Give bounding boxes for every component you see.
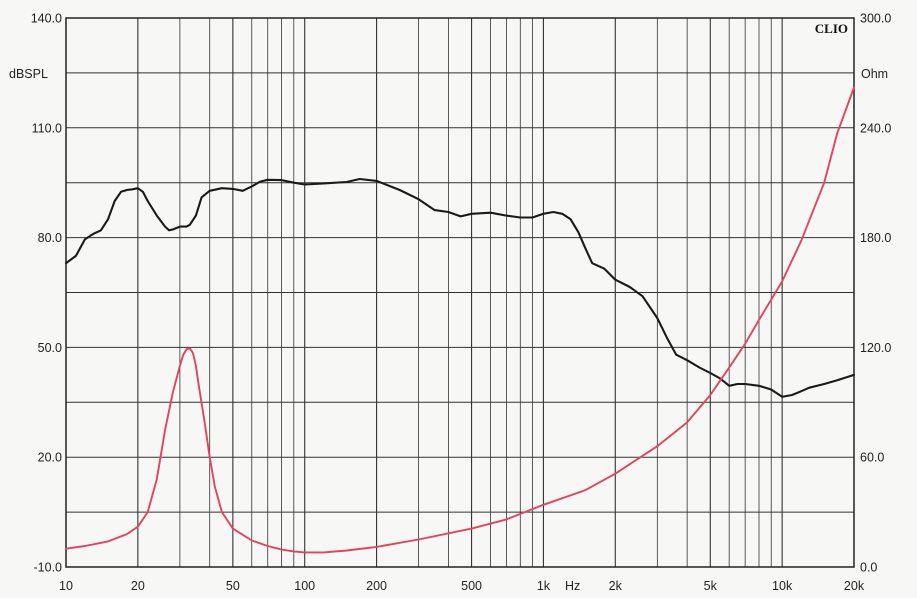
y-right-tick-label: 0.0 bbox=[860, 561, 877, 575]
x-tick-label: 10k bbox=[772, 579, 793, 593]
x-tick-label: 2k bbox=[609, 579, 623, 593]
y-right-tick-label: 120.0 bbox=[860, 341, 891, 355]
plot-frame bbox=[65, 17, 855, 568]
x-tick-label: 5k bbox=[704, 579, 718, 593]
tick-labels: 10 20 50 100 200 500 1k 2k 5k 10k 20k -10.0 20.0 50.0… bbox=[31, 12, 892, 594]
y-left-tick-label: 50.0 bbox=[38, 341, 62, 355]
y-right-tick-label: 300.0 bbox=[860, 12, 891, 26]
x-tick-label: 10 bbox=[59, 579, 73, 593]
y-left-tick-label: -10.0 bbox=[34, 561, 63, 575]
x-tick-label: 500 bbox=[461, 579, 482, 593]
y-left-tick-label: 140.0 bbox=[31, 12, 62, 26]
y-left-tick-label: 110.0 bbox=[32, 121, 62, 135]
x-tick-label: 100 bbox=[294, 579, 315, 593]
x-tick-label: 50 bbox=[226, 579, 240, 593]
x-axis-unit: Hz bbox=[565, 579, 580, 593]
x-tick-label: 20 bbox=[131, 579, 145, 593]
y-right-tick-label: 240.0 bbox=[860, 121, 891, 135]
series-layer bbox=[64, 86, 856, 554]
y-left-tick-label: 80.0 bbox=[38, 231, 62, 245]
x-tick-label: 1k bbox=[537, 579, 551, 593]
y-left-tick-label: 20.0 bbox=[38, 451, 62, 465]
y-right-tick-label: 180.0 bbox=[860, 231, 891, 245]
impedance-curve bbox=[65, 86, 855, 554]
right-axis-unit: Ohm bbox=[861, 67, 888, 81]
left-axis-unit: dBSPL bbox=[9, 67, 48, 81]
grid-major bbox=[66, 18, 854, 567]
x-tick-label: 20k bbox=[844, 579, 865, 593]
spl-curve bbox=[64, 177, 856, 398]
x-tick-label: 200 bbox=[366, 579, 387, 593]
brand-label: CLIO bbox=[815, 21, 848, 36]
y-right-tick-label: 60.0 bbox=[860, 451, 884, 465]
